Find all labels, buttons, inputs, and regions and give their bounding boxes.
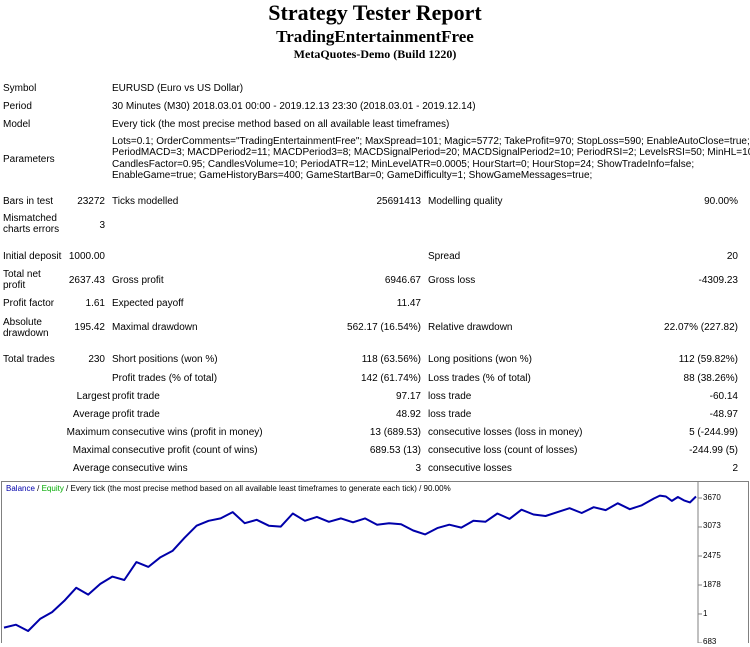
spread-label: Spread xyxy=(428,251,461,262)
chart-legend: Balance / Equity / Every tick (the most … xyxy=(6,484,451,494)
average-consecutive-label: Average xyxy=(72,463,110,474)
absolute-drawdown-label-2: drawdown xyxy=(3,328,49,339)
total-trades-label: Total trades xyxy=(3,354,55,365)
parameters-label: Parameters xyxy=(3,154,55,165)
y-tick-label: 2475 xyxy=(703,551,721,560)
balance-series-line xyxy=(3,494,697,632)
max-consecutive-losses-value: 5 (-244.99) xyxy=(689,427,738,438)
report-title: Strategy Tester Report xyxy=(268,0,482,25)
relative-drawdown-value: 22.07% (227.82) xyxy=(664,322,738,333)
period-label: Period xyxy=(3,101,32,112)
average-profit-label: profit trade xyxy=(112,409,160,420)
short-positions-label: Short positions (won %) xyxy=(112,354,218,365)
max-consecutive-wins-label: consecutive wins (profit in money) xyxy=(112,427,263,438)
maximum-label: Maximum xyxy=(66,427,110,438)
mismatched-value: 3 xyxy=(99,220,105,231)
average-loss-value: -48.97 xyxy=(709,409,738,420)
avg-consecutive-wins-label: consecutive wins xyxy=(112,463,188,474)
net-profit-label: Total net xyxy=(3,269,41,280)
short-positions-value: 118 (63.56%) xyxy=(361,354,421,365)
gross-loss-value: -4309.23 xyxy=(698,275,738,286)
symbol-label: Symbol xyxy=(3,83,37,94)
ticks-value: 25691413 xyxy=(376,196,422,207)
legend-balance: Balance xyxy=(6,484,35,493)
y-tick-label: 3670 xyxy=(703,493,721,502)
profit-factor-value: 1.61 xyxy=(85,298,105,309)
bars-label: Bars in test xyxy=(3,196,54,207)
maximal-drawdown-label: Maximal drawdown xyxy=(112,322,198,333)
model-label: Model xyxy=(3,119,31,130)
max-consecutive-losses-label: consecutive losses (loss in money) xyxy=(428,427,583,438)
y-tick-label: 1878 xyxy=(703,580,721,589)
gross-loss-label: Gross loss xyxy=(428,275,476,286)
largest-label: Largest xyxy=(76,391,110,402)
largest-profit-value: 97.17 xyxy=(395,391,421,402)
legend-equity: Equity xyxy=(41,484,64,493)
parameters-line: Lots=0.1; OrderComments="TradingEntertai… xyxy=(112,136,750,147)
gross-profit-label: Gross profit xyxy=(112,275,164,286)
profit-trades-value: 142 (61.74%) xyxy=(360,373,421,384)
parameters-block: Lots=0.1; OrderComments="TradingEntertai… xyxy=(112,136,750,182)
balance-chart xyxy=(1,481,749,643)
ticks-label: Ticks modelled xyxy=(112,196,179,207)
ea-name: TradingEntertainmentFree xyxy=(276,27,474,46)
long-positions-value: 112 (59.82%) xyxy=(678,354,738,365)
bars-value: 23272 xyxy=(77,196,105,207)
y-tick-label: 3073 xyxy=(703,521,721,530)
max-consecutive-wins-value: 13 (689.53) xyxy=(369,427,421,438)
average-loss-label: loss trade xyxy=(428,409,472,420)
maximal-consecutive-profit-value: 689.53 (13) xyxy=(369,445,421,456)
parameters-line: PeriodMACD=3; MACDPeriod2=11; MACDPeriod… xyxy=(112,147,750,159)
average-profit-value: 48.92 xyxy=(395,409,421,420)
long-positions-label: Long positions (won %) xyxy=(428,354,532,365)
quality-label: Modelling quality xyxy=(428,196,503,207)
y-tick-label: 683 xyxy=(703,637,717,646)
server-name: MetaQuotes-Demo (Build 1220) xyxy=(293,47,457,61)
model-value: Every tick (the most precise method base… xyxy=(112,119,450,130)
mismatched-label-2: charts errors xyxy=(3,224,60,235)
expected-payoff-label: Expected payoff xyxy=(112,298,184,309)
gross-profit-value: 6946.67 xyxy=(384,275,421,286)
average-label: Average xyxy=(72,409,110,420)
maximal-consecutive-loss-label: consecutive loss (count of losses) xyxy=(428,445,578,456)
relative-drawdown-label: Relative drawdown xyxy=(428,322,513,333)
largest-loss-value: -60.14 xyxy=(709,391,738,402)
profit-trades-label: Profit trades (% of total) xyxy=(112,373,218,384)
total-trades-value: 230 xyxy=(88,354,105,365)
net-profit-value: 2637.43 xyxy=(68,275,105,286)
parameters-line: CandlesFactor=0.95; CandlesVolume=10; Pe… xyxy=(112,158,695,170)
deposit-value: 1000.00 xyxy=(68,251,105,262)
expected-payoff-value: 11.47 xyxy=(396,298,421,309)
y-tick-label: 1 xyxy=(703,609,708,618)
deposit-label: Initial deposit xyxy=(3,251,62,262)
period-value: 30 Minutes (M30) 2018.03.01 00:00 - 2019… xyxy=(112,101,476,112)
absolute-drawdown-label: Absolute xyxy=(3,317,42,328)
avg-consecutive-losses-value: 2 xyxy=(732,463,738,474)
net-profit-label-2: profit xyxy=(3,280,26,291)
maximal-drawdown-value: 562.17 (16.54%) xyxy=(347,322,421,333)
quality-value: 90.00% xyxy=(704,196,738,207)
absolute-drawdown-value: 195.42 xyxy=(74,322,105,333)
avg-consecutive-losses-label: consecutive losses xyxy=(428,463,512,474)
largest-profit-label: profit trade xyxy=(112,391,160,402)
maximal-consecutive-loss-value: -244.99 (5) xyxy=(689,445,738,456)
avg-consecutive-wins-value: 3 xyxy=(415,463,421,474)
spread-value: 20 xyxy=(726,251,738,262)
profit-factor-label: Profit factor xyxy=(3,298,55,309)
maximal-label: Maximal xyxy=(72,445,110,456)
chart-border xyxy=(1,481,749,643)
symbol-value: EURUSD (Euro vs US Dollar) xyxy=(112,83,244,94)
loss-trades-value: 88 (38.26%) xyxy=(683,373,738,384)
legend-separator: / xyxy=(34,484,42,493)
maximal-consecutive-profit-label: consecutive profit (count of wins) xyxy=(112,445,258,456)
parameters-line: EnableGame=true; GameHistoryBars=400; Ga… xyxy=(112,170,593,182)
legend-description: / Every tick (the most precise method ba… xyxy=(63,484,451,493)
largest-loss-label: loss trade xyxy=(428,391,472,402)
loss-trades-label: Loss trades (% of total) xyxy=(428,373,531,384)
mismatched-label: Mismatched xyxy=(3,213,57,224)
